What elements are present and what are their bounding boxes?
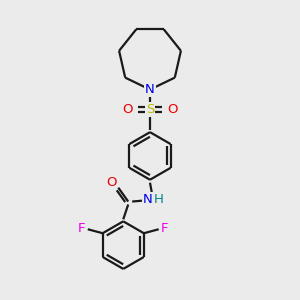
Text: N: N: [143, 193, 153, 206]
Text: H: H: [154, 193, 164, 206]
Text: O: O: [106, 176, 117, 189]
Text: O: O: [122, 103, 133, 116]
Text: O: O: [167, 103, 178, 116]
Text: F: F: [78, 222, 85, 235]
Text: S: S: [146, 103, 154, 116]
Text: F: F: [161, 222, 168, 235]
Text: N: N: [145, 83, 155, 96]
